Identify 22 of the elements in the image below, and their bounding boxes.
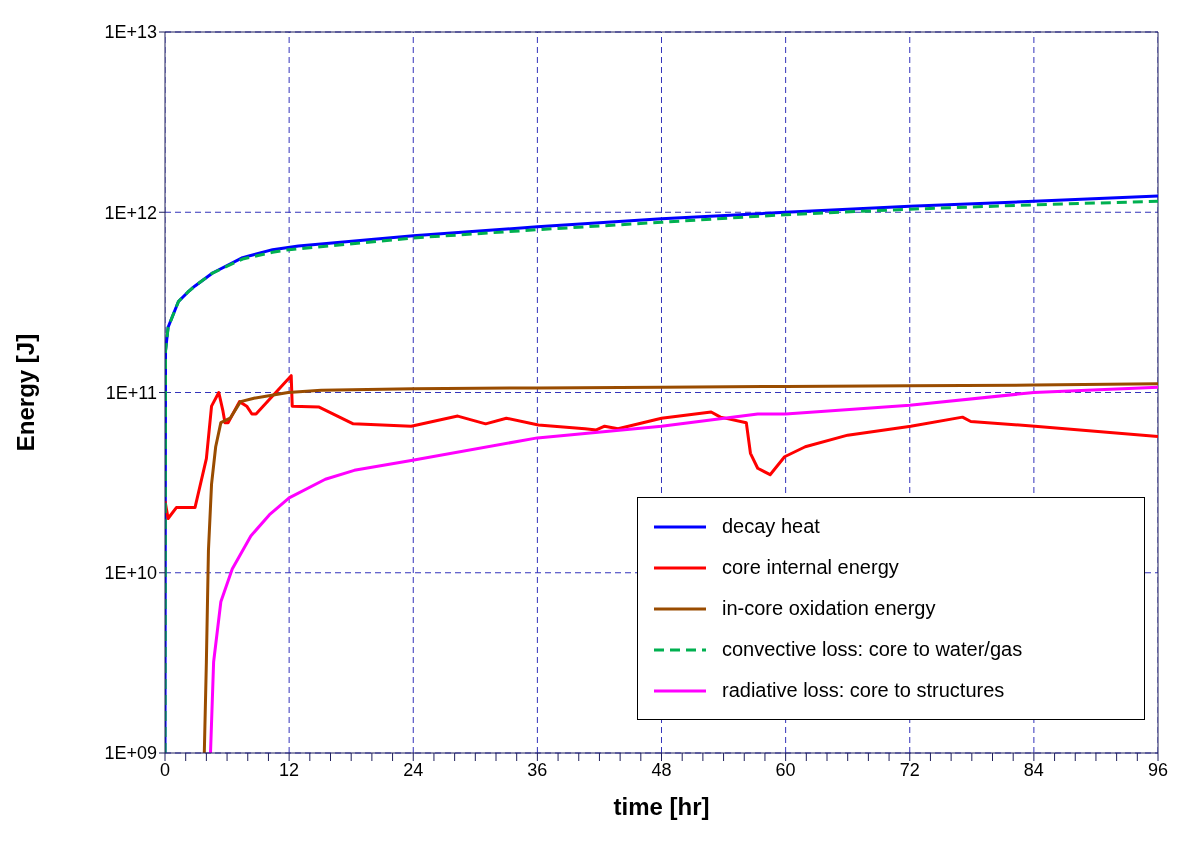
y-tick-label: 1E+11 bbox=[105, 382, 157, 403]
line-series bbox=[165, 374, 1158, 520]
x-tick-label: 60 bbox=[775, 759, 796, 780]
x-tick-label: 72 bbox=[899, 759, 920, 780]
x-tick-label: 36 bbox=[527, 759, 548, 780]
legend-label: in-core oxidation energy bbox=[722, 597, 936, 620]
x-tick-label: 0 bbox=[159, 759, 171, 780]
legend-label: core internal energy bbox=[722, 556, 899, 579]
x-tick-label: 84 bbox=[1023, 759, 1044, 780]
y-tick-label: 1E+09 bbox=[104, 743, 157, 764]
legend-label: radiative loss: core to structures bbox=[722, 679, 1005, 702]
y-axis-title: Energy [J] bbox=[11, 333, 39, 452]
x-tick-label: 24 bbox=[403, 759, 424, 780]
legend-label: convective loss: core to water/gas bbox=[722, 638, 1023, 661]
x-tick-label: 96 bbox=[1147, 759, 1169, 780]
x-tick-label: 48 bbox=[651, 759, 672, 780]
legend-label: decay heat bbox=[722, 515, 820, 538]
y-tick-label: 1E+12 bbox=[104, 202, 157, 223]
y-tick-label: 1E+10 bbox=[104, 563, 157, 584]
y-tick-label: 1E+13 bbox=[104, 22, 157, 43]
x-tick-label: 12 bbox=[279, 759, 300, 780]
x-axis-title: time [hr] bbox=[613, 793, 710, 820]
